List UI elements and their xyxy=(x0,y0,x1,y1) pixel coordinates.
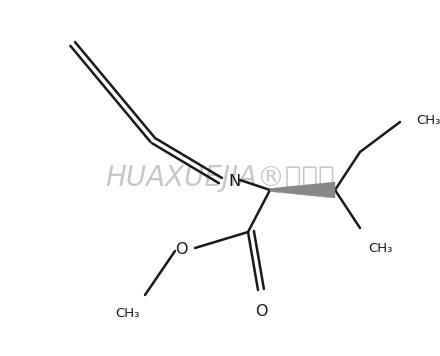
Polygon shape xyxy=(270,182,335,198)
Text: CH₃: CH₃ xyxy=(368,242,392,255)
Text: HUAXUEJIA®化学加: HUAXUEJIA®化学加 xyxy=(105,164,335,192)
Text: N: N xyxy=(228,173,240,188)
Text: CH₃: CH₃ xyxy=(115,307,139,320)
Text: CH₃: CH₃ xyxy=(416,114,440,126)
Text: O: O xyxy=(255,304,267,319)
Text: O: O xyxy=(175,241,187,257)
